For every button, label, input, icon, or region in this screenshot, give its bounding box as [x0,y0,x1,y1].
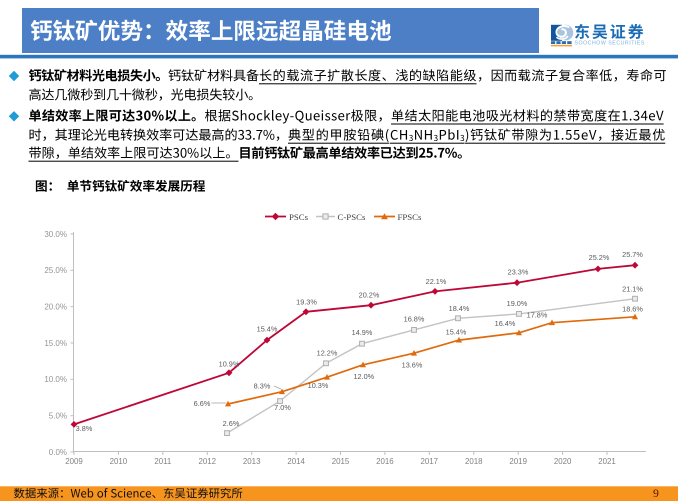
svg-text:2017: 2017 [421,457,439,466]
svg-text:16.8%: 16.8% [404,315,425,324]
svg-text:25.0%: 25.0% [44,266,67,275]
svg-text:10.3%: 10.3% [308,381,329,390]
svg-text:8.3%: 8.3% [254,382,271,391]
svg-text:19.0%: 19.0% [507,299,528,308]
svg-text:2011: 2011 [154,457,171,466]
svg-text:10.0%: 10.0% [44,375,67,384]
svg-text:10.9%: 10.9% [219,360,240,369]
svg-text:0.0%: 0.0% [49,448,67,457]
svg-text:3.8%: 3.8% [76,424,93,433]
svg-text:15.4%: 15.4% [446,328,467,337]
svg-text:25.7%: 25.7% [622,250,643,259]
svg-text:13.6%: 13.6% [402,361,423,370]
svg-text:25.2%: 25.2% [589,253,610,262]
svg-text:14.9%: 14.9% [352,328,373,337]
svg-text:2020: 2020 [554,457,572,466]
svg-text:2.6%: 2.6% [223,419,240,428]
svg-text:19.3%: 19.3% [296,298,317,307]
svg-text:18.4%: 18.4% [449,304,470,313]
svg-text:5.0%: 5.0% [49,412,67,421]
svg-text:7.0%: 7.0% [274,403,291,412]
svg-text:C-PSCs: C-PSCs [338,212,366,222]
svg-text:15.0%: 15.0% [44,339,67,348]
svg-text:18.6%: 18.6% [622,305,643,314]
svg-text:PSCs: PSCs [289,212,309,222]
svg-text:2012: 2012 [199,457,217,466]
svg-text:FPSCs: FPSCs [398,212,423,222]
svg-text:9: 9 [653,486,659,500]
svg-text:16.4%: 16.4% [495,319,516,328]
svg-text:SOOCHOW SECURITIES: SOOCHOW SECURITIES [575,41,645,47]
svg-text:30.0%: 30.0% [44,230,67,239]
svg-text:2016: 2016 [376,457,394,466]
svg-text:17.8%: 17.8% [527,311,548,320]
svg-text:20.2%: 20.2% [359,291,380,300]
svg-text:2015: 2015 [332,457,350,466]
svg-text:21.1%: 21.1% [622,285,643,294]
svg-text:2019: 2019 [509,457,527,466]
svg-text:22.1%: 22.1% [426,277,447,286]
svg-text:6.6%: 6.6% [194,399,211,408]
svg-text:15.4%: 15.4% [257,325,278,334]
svg-text:12.2%: 12.2% [317,349,338,358]
svg-text:2009: 2009 [65,457,83,466]
svg-text:2010: 2010 [110,457,128,466]
svg-text:12.0%: 12.0% [353,372,374,381]
svg-text:2013: 2013 [243,457,261,466]
svg-text:23.3%: 23.3% [508,268,529,277]
svg-text:2018: 2018 [465,457,483,466]
svg-text:2021: 2021 [598,457,616,466]
svg-text:20.0%: 20.0% [44,303,67,312]
svg-text:2014: 2014 [287,457,305,466]
